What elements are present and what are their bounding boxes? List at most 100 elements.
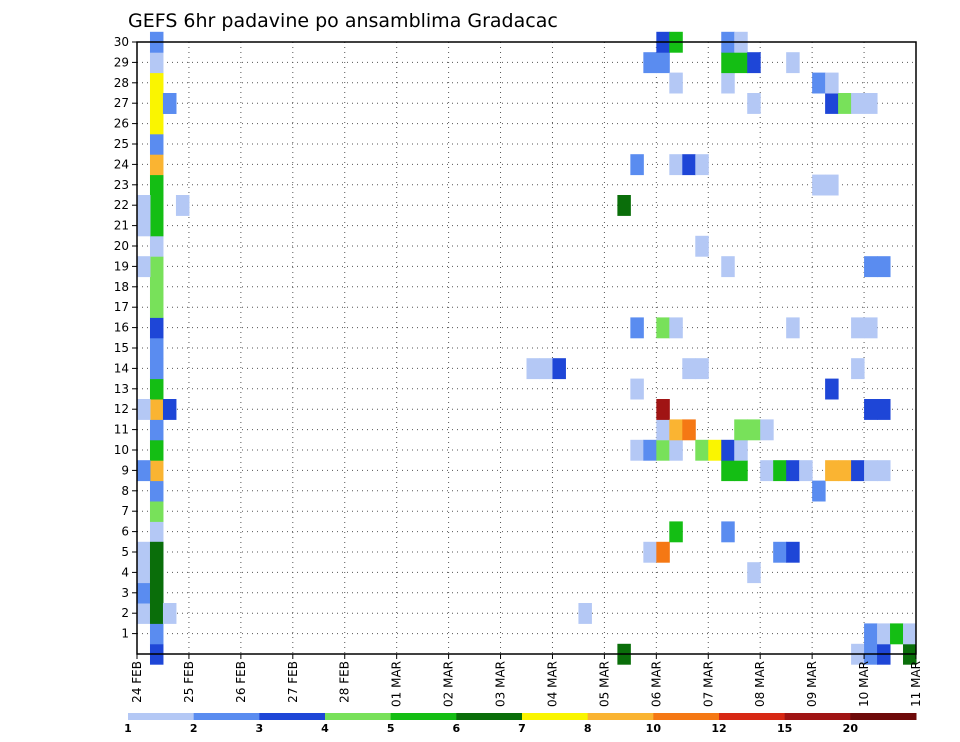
data-cell [149,501,164,522]
data-cell [864,93,878,114]
data-cell [864,460,878,482]
data-cell [851,358,865,380]
x-tick-label: 25 FEB [182,661,196,703]
data-cell [149,174,164,196]
data-cell [669,439,683,461]
data-cell [149,623,164,645]
data-cell [137,195,151,216]
x-tick-label: 10 MAR [857,661,871,707]
data-cell [903,623,917,645]
data-cell [137,603,151,624]
x-tick-label: 06 MAR [649,661,663,707]
data-cell [721,521,735,543]
data-cell [149,256,164,278]
data-cell [682,154,696,176]
x-tick-label: 04 MAR [545,661,559,707]
data-cell [149,603,164,624]
data-cell [721,72,735,94]
legend-label: 20 [843,722,859,735]
y-tick-label: 14 [114,361,129,375]
data-cell [149,378,164,400]
data-cell [851,317,865,339]
y-tick-label: 9 [121,463,129,477]
y-tick-label: 25 [114,137,129,151]
data-cell [643,541,657,563]
legend-swatch [719,713,786,720]
data-cell [669,72,683,94]
y-tick-label: 11 [114,423,129,437]
data-cell [149,93,164,114]
data-cell [137,541,151,563]
data-cell [630,439,644,461]
data-cell [162,603,177,624]
data-cell [149,358,164,380]
data-cell [760,460,774,482]
data-cell [149,154,164,176]
data-cell [721,439,735,461]
legend-swatch [456,713,523,720]
data-cell [578,603,592,624]
data-cell [747,419,761,441]
data-cell [864,317,878,339]
y-tick-label: 5 [121,545,129,559]
data-cell [656,419,670,441]
data-cell [786,541,800,563]
x-tick-label: 26 FEB [234,661,248,703]
data-cell [552,358,566,380]
y-tick-label: 12 [114,402,129,416]
data-cell [149,113,164,135]
y-tick-label: 1 [121,627,129,641]
y-tick-label: 27 [114,96,129,110]
y-tick-label: 20 [114,239,129,253]
data-cell [149,541,164,563]
data-cell [149,195,164,216]
y-tick-label: 6 [121,525,129,539]
data-cell [137,215,151,237]
data-cell [747,562,761,584]
data-cell [747,52,761,74]
data-cell [825,378,839,400]
chart-title: GEFS 6hr padavine po ansamblima Gradacac [128,10,558,32]
data-cell [137,256,151,278]
data-cell [656,317,670,339]
y-tick-label: 17 [114,300,129,314]
x-tick-label: 05 MAR [597,661,611,707]
legend-label: 7 [518,722,526,735]
data-cell [175,195,190,216]
data-cell [864,256,878,278]
data-cell [812,174,826,196]
data-cell [149,480,164,502]
legend-swatch [587,713,654,720]
data-cell [149,215,164,237]
legend-label: 6 [453,722,461,735]
data-cell [773,541,787,563]
data-cell [149,337,164,359]
data-cell [786,317,800,339]
data-cell [149,582,164,604]
data-cell [721,52,735,74]
y-tick-label: 24 [114,157,129,171]
legend-swatch [850,713,917,720]
data-cell [149,235,164,257]
data-cell [669,154,683,176]
y-tick-label: 16 [114,321,129,335]
data-cell [162,399,177,420]
data-cell [682,358,696,380]
y-tick-label: 22 [114,198,129,212]
y-tick-label: 23 [114,178,129,192]
legend-swatch [653,713,720,720]
y-tick-label: 4 [121,565,129,579]
y-tick-label: 13 [114,382,129,396]
data-cell [825,174,839,196]
data-cell [708,439,722,461]
y-tick-label: 7 [121,504,129,518]
x-tick-label: 28 FEB [338,661,352,703]
data-cell [773,460,787,482]
data-cell [734,460,748,482]
y-tick-label: 19 [114,259,129,273]
x-tick-label: 07 MAR [701,661,715,707]
legend-label: 10 [646,722,662,735]
data-cell [137,562,151,584]
data-cell [162,93,177,114]
data-cell [669,419,683,441]
